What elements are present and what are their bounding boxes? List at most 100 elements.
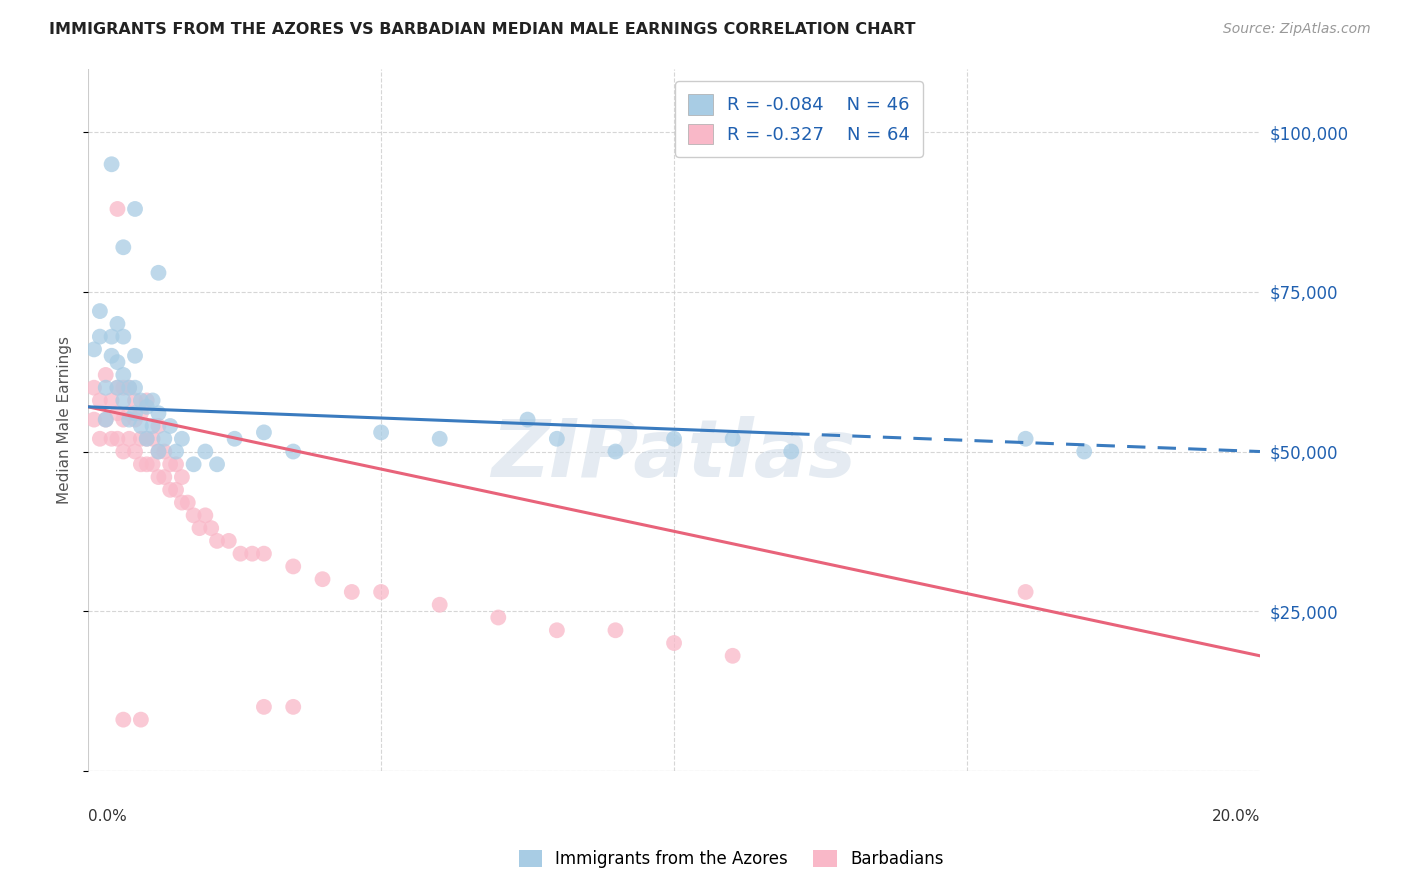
Legend: Immigrants from the Azores, Barbadians: Immigrants from the Azores, Barbadians: [512, 843, 950, 875]
Point: [148, 266, 170, 280]
Point: [148, 406, 170, 420]
Point: [165, 444, 187, 458]
Point: [118, 412, 141, 426]
Point: [83, 343, 105, 357]
Point: [112, 412, 135, 426]
Point: [253, 699, 276, 714]
Point: [118, 432, 141, 446]
Point: [135, 400, 157, 414]
Point: [283, 699, 305, 714]
Point: [546, 432, 568, 446]
Point: [100, 393, 122, 408]
Point: [124, 381, 146, 395]
Point: [170, 470, 193, 484]
Point: [370, 585, 392, 599]
Point: [107, 406, 129, 420]
Point: [188, 521, 211, 535]
Point: [662, 432, 685, 446]
Point: [205, 533, 228, 548]
Point: [100, 432, 122, 446]
Point: [124, 444, 146, 458]
Point: [194, 508, 217, 523]
Point: [224, 432, 246, 446]
Point: [148, 470, 170, 484]
Point: [112, 381, 135, 395]
Point: [159, 483, 181, 497]
Point: [135, 432, 157, 446]
Point: [89, 393, 111, 408]
Point: [83, 381, 105, 395]
Point: [94, 412, 117, 426]
Point: [283, 444, 305, 458]
Point: [124, 406, 146, 420]
Point: [107, 432, 129, 446]
Point: [1014, 432, 1036, 446]
Point: [129, 419, 152, 434]
Point: [253, 547, 276, 561]
Point: [124, 393, 146, 408]
Point: [118, 381, 141, 395]
Point: [112, 329, 135, 343]
Point: [183, 458, 205, 472]
Point: [159, 419, 181, 434]
Point: [370, 425, 392, 440]
Point: [112, 368, 135, 382]
Point: [429, 432, 451, 446]
Point: [165, 458, 187, 472]
Point: [118, 381, 141, 395]
Point: [205, 458, 228, 472]
Point: [229, 547, 252, 561]
Point: [94, 412, 117, 426]
Point: [100, 157, 122, 171]
Point: [112, 393, 135, 408]
Text: 0.0%: 0.0%: [89, 809, 127, 824]
Point: [89, 432, 111, 446]
Point: [170, 432, 193, 446]
Text: Source: ZipAtlas.com: Source: ZipAtlas.com: [1223, 22, 1371, 37]
Point: [129, 432, 152, 446]
Point: [721, 648, 744, 663]
Point: [194, 444, 217, 458]
Point: [721, 432, 744, 446]
Point: [1073, 444, 1095, 458]
Point: [94, 368, 117, 382]
Point: [107, 381, 129, 395]
Point: [107, 355, 129, 369]
Point: [429, 598, 451, 612]
Point: [153, 470, 176, 484]
Text: ZIPatlas: ZIPatlas: [492, 416, 856, 493]
Point: [516, 412, 538, 426]
Point: [129, 406, 152, 420]
Point: [1014, 585, 1036, 599]
Point: [135, 393, 157, 408]
Point: [240, 547, 263, 561]
Point: [124, 412, 146, 426]
Point: [780, 444, 803, 458]
Point: [100, 349, 122, 363]
Point: [148, 444, 170, 458]
Point: [170, 495, 193, 509]
Point: [107, 317, 129, 331]
Point: [112, 444, 135, 458]
Point: [135, 432, 157, 446]
Text: IMMIGRANTS FROM THE AZORES VS BARBADIAN MEDIAN MALE EARNINGS CORRELATION CHART: IMMIGRANTS FROM THE AZORES VS BARBADIAN …: [49, 22, 915, 37]
Point: [546, 624, 568, 638]
Point: [218, 533, 240, 548]
Point: [142, 393, 165, 408]
Point: [253, 425, 276, 440]
Point: [662, 636, 685, 650]
Point: [283, 559, 305, 574]
Point: [129, 458, 152, 472]
Point: [148, 419, 170, 434]
Point: [89, 304, 111, 318]
Point: [112, 713, 135, 727]
Point: [135, 458, 157, 472]
Point: [159, 458, 181, 472]
Text: 20.0%: 20.0%: [1212, 809, 1260, 824]
Point: [200, 521, 222, 535]
Point: [605, 624, 627, 638]
Point: [129, 713, 152, 727]
Y-axis label: Median Male Earnings: Median Male Earnings: [58, 335, 72, 504]
Point: [107, 381, 129, 395]
Point: [177, 495, 200, 509]
